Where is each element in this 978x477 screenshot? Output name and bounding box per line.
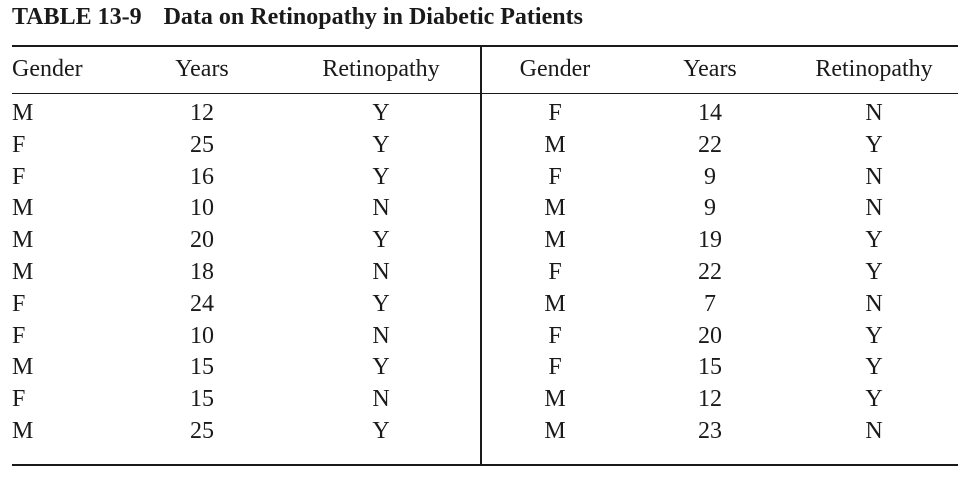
cell-retinopathy-left: N (372, 258, 390, 285)
cell-retinopathy-left: Y (372, 354, 390, 381)
header-gender-left: Gender (12, 55, 83, 82)
cell-retinopathy-right: Y (865, 354, 883, 381)
cell-years-left: 25 (190, 131, 214, 158)
cell-gender-right: M (544, 195, 566, 222)
cell-gender-right: M (544, 131, 566, 158)
cell-retinopathy-left: Y (372, 131, 390, 158)
cell-years-left: 12 (190, 100, 214, 126)
table-row: M 12 Y F 14 N (12, 98, 958, 130)
table-row: M 10 N M 9 N (12, 193, 958, 225)
cell-gender-left: M (12, 100, 34, 126)
cell-retinopathy-right: N (865, 290, 883, 317)
table-title: Data on Retinopathy in Diabetic Patients (163, 4, 583, 30)
table-row: M 25 Y M 23 N (12, 416, 958, 448)
cell-gender-left: F (12, 163, 26, 190)
cell-years-left: 15 (190, 386, 214, 413)
table-row: F 24 Y M 7 N (12, 289, 958, 321)
table-row: F 10 N F 20 Y (12, 321, 958, 353)
cell-gender-right: F (548, 354, 562, 381)
cell-gender-left: M (12, 417, 34, 444)
cell-gender-left: M (12, 354, 34, 381)
cell-years-left: 15 (190, 354, 214, 381)
retinopathy-table: Gender Years Retinopathy Gender Years Re… (12, 50, 958, 448)
cell-retinopathy-left: N (372, 195, 390, 222)
table-row: F 15 N M 12 Y (12, 384, 958, 416)
cell-years-right: 7 (704, 290, 716, 317)
bottom-rule (12, 464, 958, 466)
cell-retinopathy-right: N (865, 195, 883, 222)
header-rule (12, 93, 958, 94)
cell-gender-left: F (12, 131, 26, 158)
cell-retinopathy-right: Y (865, 386, 883, 413)
table-row: M 15 Y F 15 Y (12, 352, 958, 384)
cell-years-right: 14 (698, 100, 722, 126)
top-rule (12, 45, 958, 47)
cell-retinopathy-left: Y (372, 227, 390, 254)
table-number: TABLE 13-9 (12, 4, 142, 30)
cell-retinopathy-left: Y (372, 417, 390, 444)
cell-years-right: 9 (704, 163, 716, 190)
header-row: Gender Years Retinopathy Gender Years Re… (12, 50, 958, 88)
cell-gender-right: F (548, 100, 562, 126)
header-gender-right: Gender (519, 55, 591, 82)
cell-years-right: 20 (698, 322, 722, 349)
header-retinopathy-left: Retinopathy (322, 55, 440, 82)
cell-retinopathy-left: Y (372, 290, 390, 317)
cell-gender-right: M (544, 386, 566, 413)
cell-retinopathy-left: Y (372, 100, 390, 126)
header-years-left: Years (175, 55, 229, 82)
cell-years-right: 9 (704, 195, 716, 222)
cell-gender-left: M (12, 227, 34, 254)
cell-years-right: 22 (698, 258, 722, 285)
header-retinopathy-right: Retinopathy (815, 55, 933, 82)
cell-gender-right: F (548, 258, 562, 285)
table-caption: TABLE 13-9 Data on Retinopathy in Diabeti… (12, 4, 583, 31)
cell-gender-right: F (548, 322, 562, 349)
cell-years-right: 23 (698, 417, 722, 444)
cell-years-right: 12 (698, 386, 722, 413)
cell-retinopathy-left: Y (372, 163, 390, 190)
header-years-right: Years (683, 55, 737, 82)
cell-gender-right: M (544, 417, 566, 444)
cell-gender-right: M (544, 227, 566, 254)
cell-retinopathy-left: N (372, 322, 390, 349)
cell-gender-right: F (548, 163, 562, 190)
cell-gender-left: M (12, 258, 34, 285)
cell-retinopathy-right: N (865, 100, 883, 126)
table-body: M 12 Y F 14 N F 25 Y M 22 Y F 16 Y F 9 N M 10 N M 9 N M 20 Y M 19 Y M 1… (12, 98, 958, 448)
table-row: M 20 Y M 19 Y (12, 225, 958, 257)
cell-years-left: 10 (190, 322, 214, 349)
cell-retinopathy-right: N (865, 163, 883, 190)
cell-retinopathy-left: N (372, 386, 390, 413)
cell-years-right: 19 (698, 227, 722, 254)
cell-gender-left: M (12, 195, 34, 222)
cell-years-right: 22 (698, 131, 722, 158)
cell-retinopathy-right: N (865, 417, 883, 444)
cell-years-left: 25 (190, 417, 214, 444)
table-row: M 18 N F 22 Y (12, 257, 958, 289)
cell-retinopathy-right: Y (865, 227, 883, 254)
cell-gender-left: F (12, 290, 26, 317)
cell-years-left: 24 (190, 290, 214, 317)
cell-gender-left: F (12, 322, 26, 349)
cell-retinopathy-right: Y (865, 131, 883, 158)
cell-gender-left: F (12, 386, 26, 413)
cell-years-right: 15 (698, 354, 722, 381)
cell-retinopathy-right: Y (865, 322, 883, 349)
cell-years-left: 18 (190, 258, 214, 285)
cell-years-left: 10 (190, 195, 214, 222)
cell-years-left: 16 (190, 163, 214, 190)
table-row: F 16 Y F 9 N (12, 162, 958, 194)
column-divider (480, 47, 482, 465)
table-row: F 25 Y M 22 Y (12, 130, 958, 162)
cell-retinopathy-right: Y (865, 258, 883, 285)
cell-gender-right: M (544, 290, 566, 317)
cell-years-left: 20 (190, 227, 214, 254)
